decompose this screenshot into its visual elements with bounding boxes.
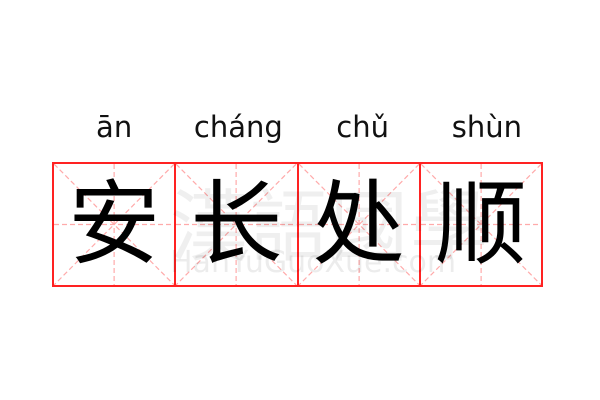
pinyin: ān [96, 110, 133, 144]
guide-lines [299, 164, 419, 285]
character-cell: 长 [174, 162, 299, 287]
pinyin: cháng [193, 110, 283, 144]
guide-line [421, 164, 541, 285]
guide-lines [54, 164, 174, 285]
pinyin: chǔ [336, 110, 389, 144]
guide-line [421, 164, 541, 285]
pinyin-row: ān cháng chǔ shùn [52, 104, 549, 150]
hanzi: 处 [312, 171, 405, 278]
pinyin: shùn [451, 110, 522, 144]
guide-line [176, 164, 296, 285]
guide-line [54, 164, 174, 285]
character-grid: 安 长 处 顺 [52, 162, 549, 287]
character-cell: 处 [296, 162, 421, 287]
guide-line [299, 164, 419, 285]
hanzi: 长 [190, 171, 283, 278]
character-cell: 顺 [418, 162, 543, 287]
watermark-logo: 漢語國學 [170, 183, 491, 273]
guide-lines [421, 164, 541, 285]
watermark-url: HanYuGuoXue.com [170, 245, 457, 280]
guide-line [176, 164, 296, 285]
guide-line [54, 164, 174, 285]
guide-line [299, 164, 419, 285]
guide-lines [176, 164, 296, 285]
hanzi: 安 [68, 171, 161, 278]
hanzi: 顺 [434, 171, 527, 278]
character-cell: 安 [52, 162, 177, 287]
